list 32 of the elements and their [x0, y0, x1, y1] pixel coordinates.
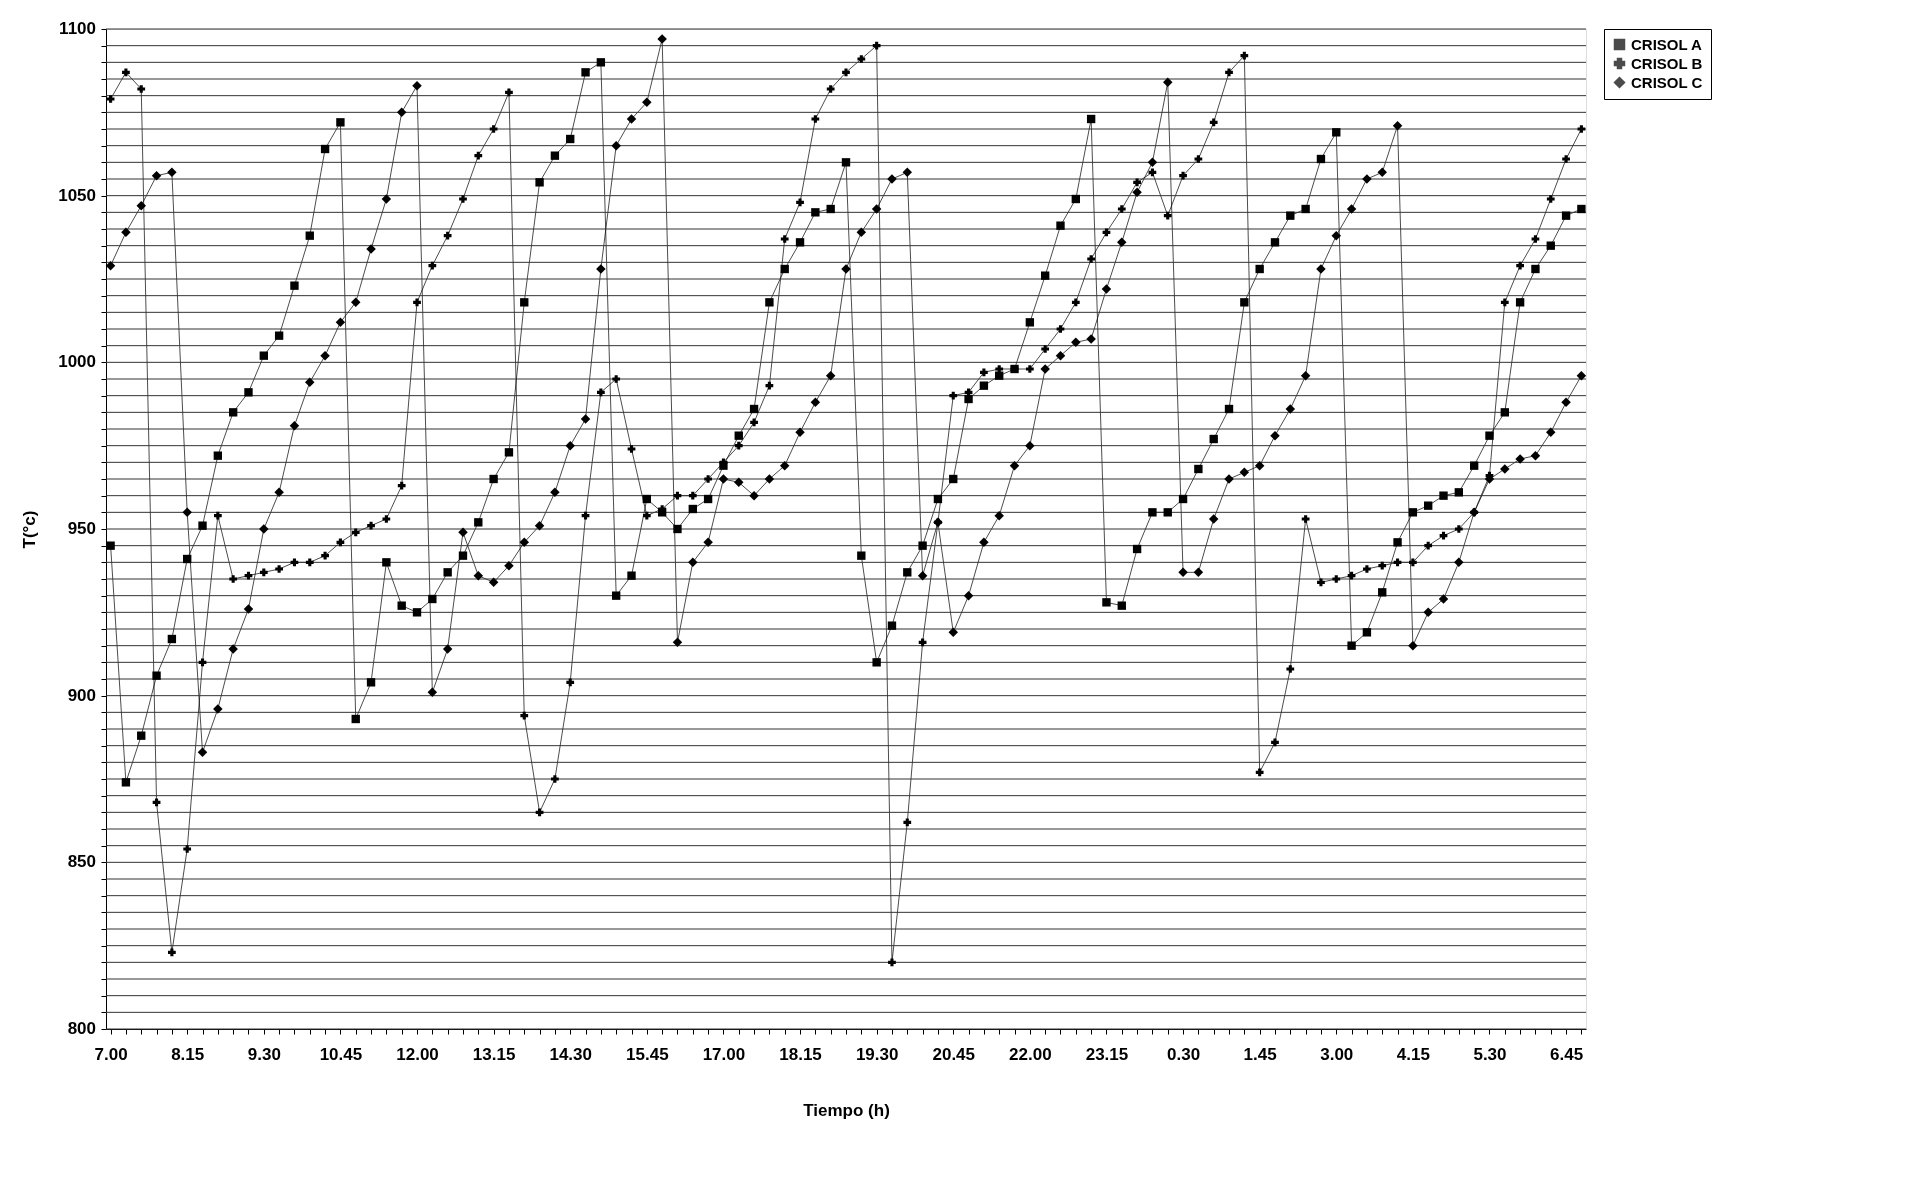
x-tick-label: 4.15	[1396, 1044, 1430, 1064]
y-tick-label: 1050	[58, 185, 96, 205]
x-tick-label: 6.45	[1550, 1044, 1584, 1064]
x-tick-label: 13.15	[472, 1044, 516, 1064]
y-tick-label: 850	[67, 852, 96, 872]
x-tick-label: 22.00	[1009, 1044, 1052, 1064]
x-tick-label: 1.45	[1243, 1044, 1277, 1064]
x-tick-label: 0.30	[1167, 1044, 1201, 1064]
x-tick-label: 17.00	[702, 1044, 746, 1064]
x-tick-label: 23.15	[1085, 1044, 1129, 1064]
y-tick-label: 1000	[58, 352, 96, 372]
y-axis-title: T(°c)	[20, 510, 39, 549]
legend-label: CRISOL C	[1631, 73, 1703, 91]
y-tick-label: 800	[67, 1019, 96, 1038]
x-tick-label: 14.30	[549, 1044, 592, 1064]
y-tick-label: 1100	[59, 19, 96, 38]
x-tick-label: 9.30	[247, 1044, 281, 1064]
x-tick-label: 5.30	[1473, 1044, 1507, 1064]
y-tick-label: 900	[67, 685, 96, 705]
x-tick-label: 3.00	[1320, 1044, 1354, 1064]
x-tick-label: 20.45	[932, 1044, 976, 1064]
x-axis-title: Tiempo (h)	[803, 1100, 890, 1120]
legend-label: CRISOL A	[1631, 35, 1703, 53]
x-tick-label: 19.30	[855, 1044, 899, 1064]
x-tick-label: 18.15	[779, 1044, 822, 1064]
y-tick-label: 950	[67, 519, 96, 538]
x-tick-label: 8.15	[171, 1044, 205, 1064]
x-tick-label: 15.45	[626, 1044, 669, 1064]
legend-label: CRISOL B	[1631, 54, 1703, 72]
x-tick-label: 7.00	[94, 1044, 128, 1064]
x-tick-label: 12.00	[396, 1044, 439, 1064]
x-tick-label: 10.45	[319, 1044, 363, 1064]
